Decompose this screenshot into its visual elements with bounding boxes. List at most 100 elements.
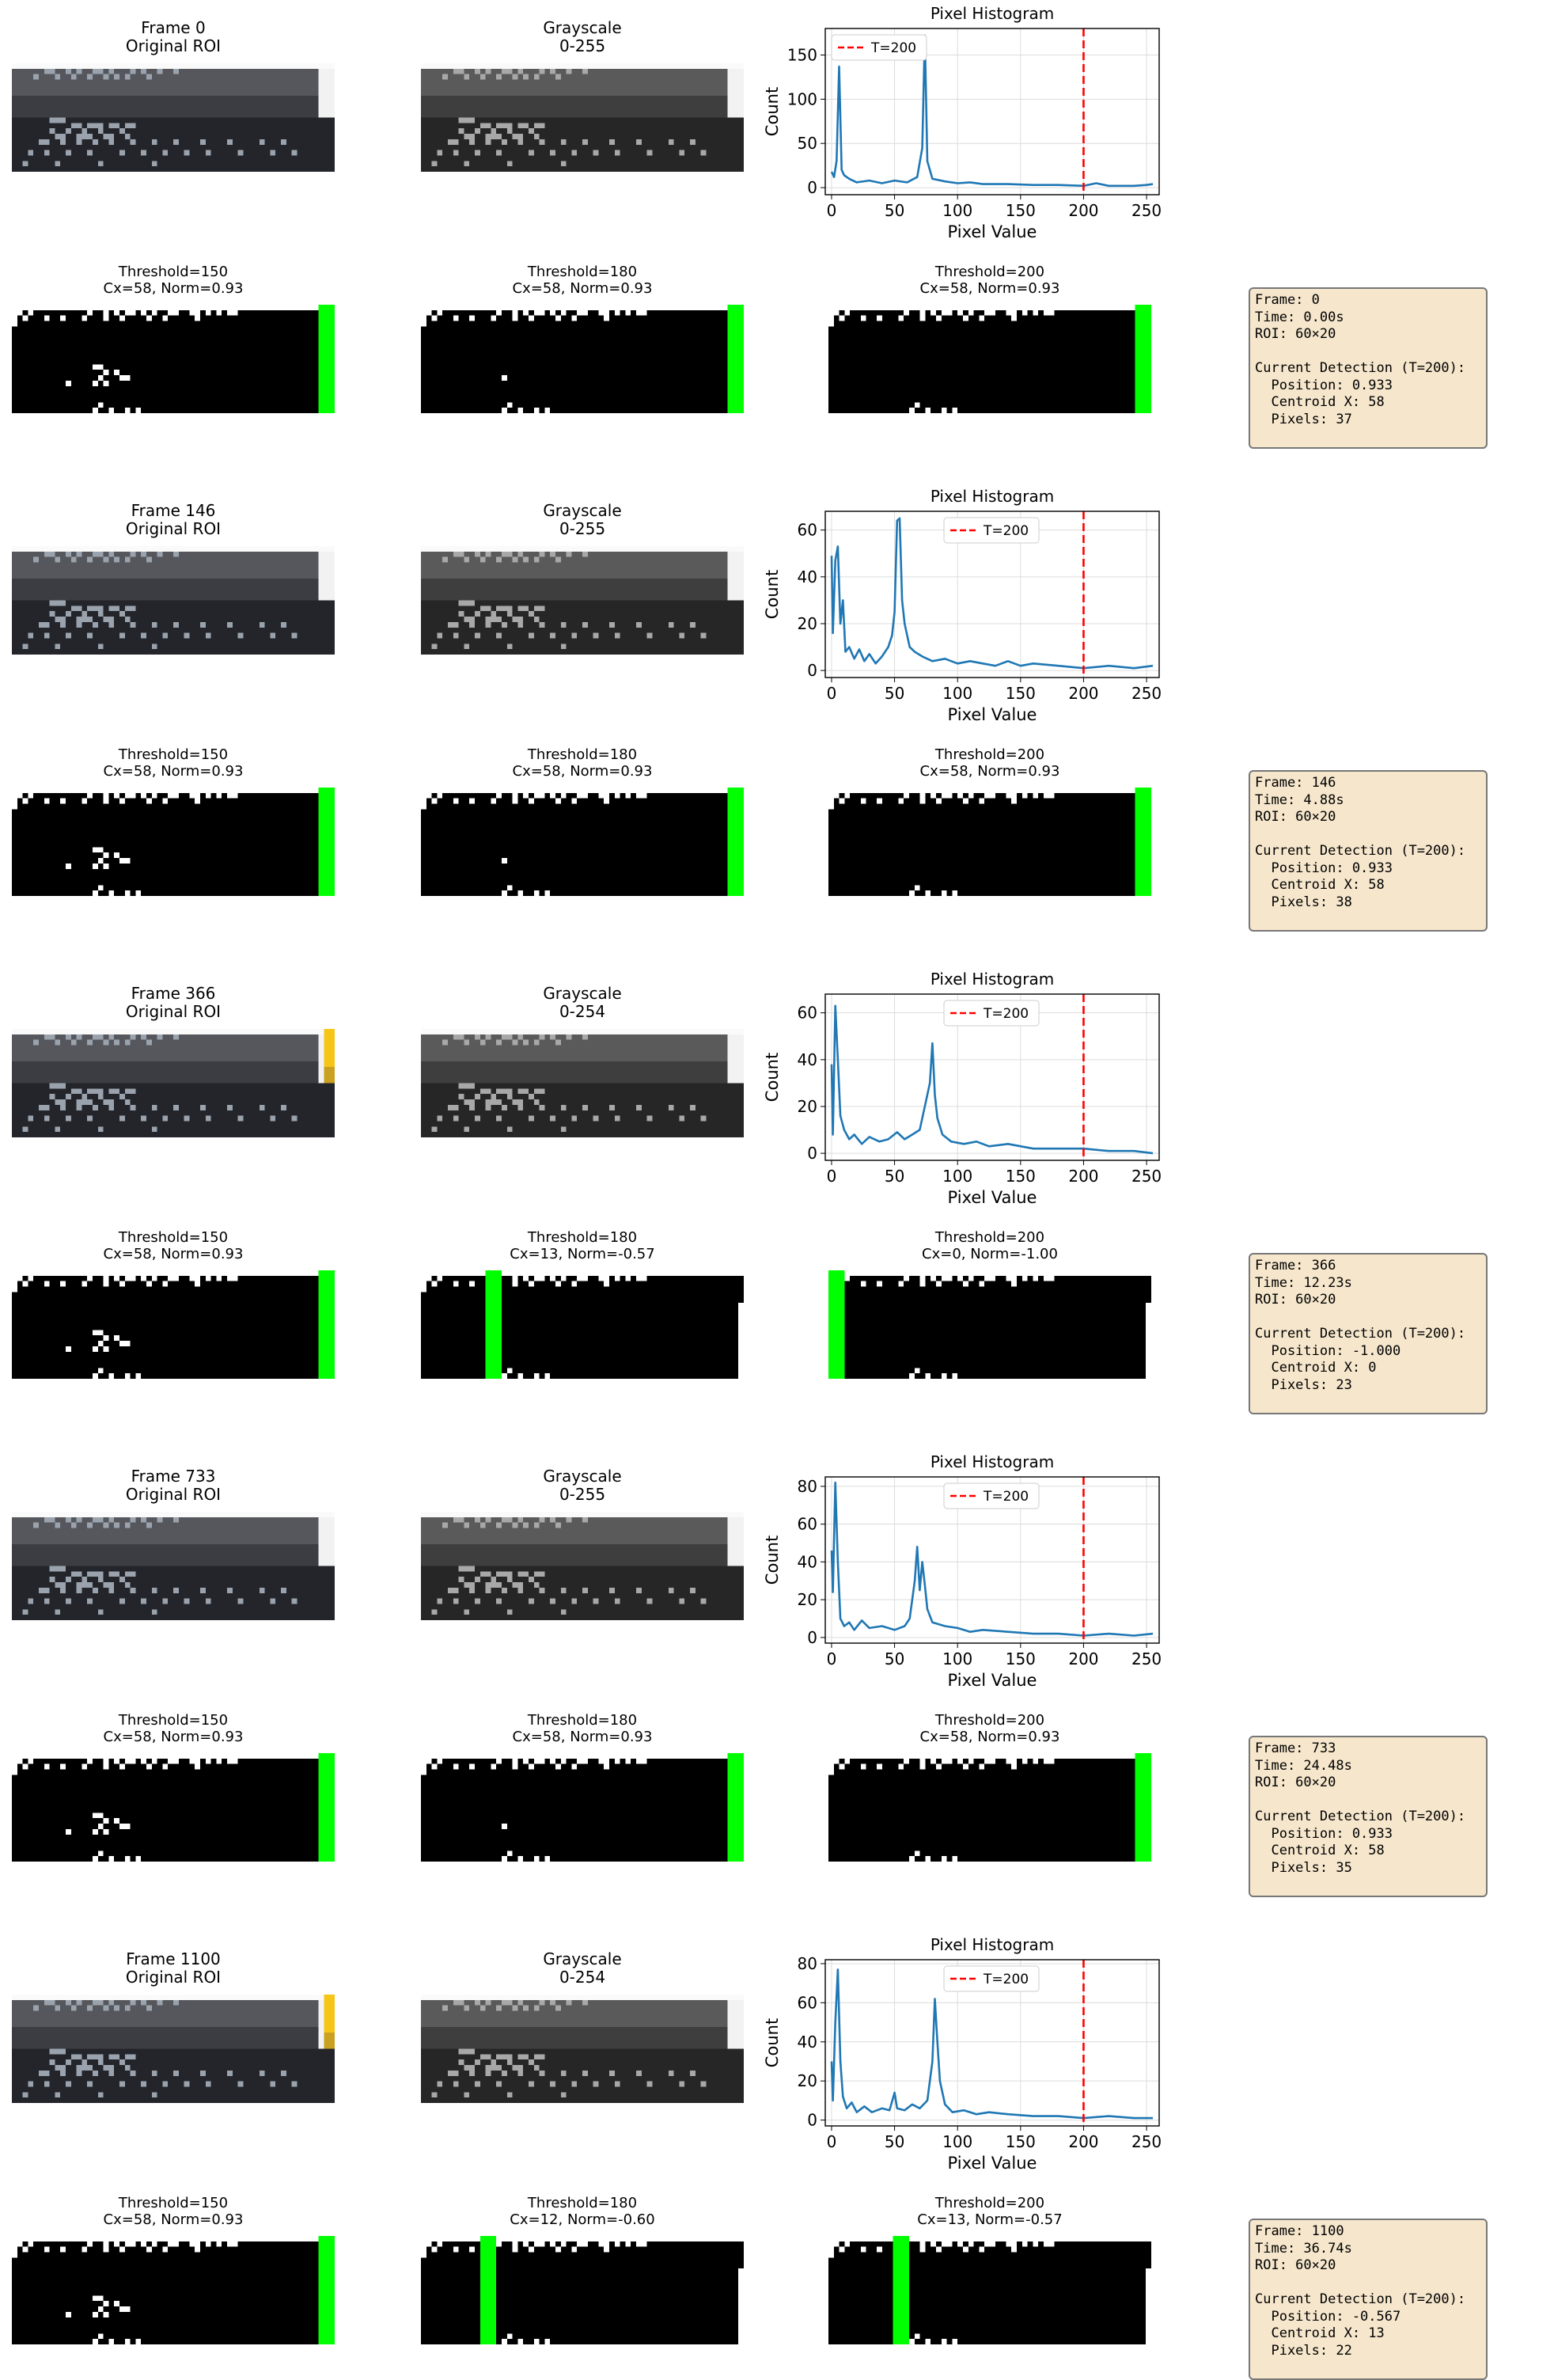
y-tick-label: 50 xyxy=(798,134,817,153)
x-tick-label: 50 xyxy=(885,1649,904,1668)
y-axis-label: Count xyxy=(763,2018,782,2067)
x-tick-label: 50 xyxy=(885,2132,904,2151)
x-tick-label: 150 xyxy=(1006,684,1036,703)
y-tick-label: 40 xyxy=(798,1050,817,1069)
histogram-line xyxy=(830,517,1154,670)
roi-title: Frame 0 Original ROI xyxy=(125,18,222,55)
threshold-binary-image xyxy=(12,2236,335,2344)
x-tick-label: 50 xyxy=(885,1167,904,1186)
y-tick-label: 20 xyxy=(798,1590,817,1609)
threshold-title: Threshold=150 Cx=58, Norm=0.93 xyxy=(103,1712,244,1745)
detection-stripe xyxy=(479,2236,497,2344)
x-tick-label: 0 xyxy=(827,2132,837,2151)
threshold-binary-image xyxy=(12,788,335,896)
x-tick-label: 0 xyxy=(827,1167,837,1186)
x-tick-label: 250 xyxy=(1131,2132,1162,2151)
histogram-title: Pixel Histogram xyxy=(931,4,1054,23)
threshold-binary-image xyxy=(421,2236,744,2344)
y-tick-label: 80 xyxy=(798,1477,817,1496)
threshold-binary-image xyxy=(421,788,744,896)
x-tick-label: 0 xyxy=(827,1649,837,1668)
histogram-chart: Pixel Histogram 0 50 100 150 200 250 0 20 40 60 T=2… xyxy=(763,487,1162,724)
threshold-title: Threshold=180 Cx=58, Norm=0.93 xyxy=(512,746,653,780)
x-tick-label: 200 xyxy=(1068,1167,1098,1186)
y-tick-label: 150 xyxy=(787,46,817,65)
histogram-line xyxy=(830,1968,1153,2120)
x-tick-label: 50 xyxy=(885,201,904,220)
detection-stripe xyxy=(318,1270,335,1379)
grayscale-title: Grayscale 0-255 xyxy=(543,501,622,538)
threshold-title: Threshold=180 Cx=58, Norm=0.93 xyxy=(512,1712,653,1745)
threshold-binary-image xyxy=(421,1753,744,1862)
threshold-binary-image xyxy=(828,788,1151,896)
grayscale-title: Grayscale 0-254 xyxy=(543,984,622,1021)
y-tick-label: 20 xyxy=(798,1097,817,1116)
histogram-chart: Pixel Histogram 0 50 100 150 200 250 0 20 40 60 80 T… xyxy=(763,1935,1162,2173)
histogram-chart: Pixel Histogram 0 50 100 150 200 250 0 20 40 60 T=2… xyxy=(763,970,1162,1207)
threshold-binary-image xyxy=(828,305,1151,413)
histogram-line xyxy=(830,34,1154,188)
x-tick-label: 200 xyxy=(1068,201,1098,220)
x-tick-label: 250 xyxy=(1131,1167,1162,1186)
y-tick-label: 60 xyxy=(798,1515,817,1534)
grayscale-image xyxy=(421,546,744,655)
histogram-chart: Pixel Histogram 0 50 100 150 200 250 0 20 40 60 80 T… xyxy=(763,1452,1162,1690)
original-roi-image xyxy=(12,1029,335,1137)
threshold-binary-image xyxy=(12,305,335,413)
y-tick-label: 0 xyxy=(807,1144,817,1163)
threshold-binary-image xyxy=(421,305,744,413)
threshold-title: Threshold=150 Cx=58, Norm=0.93 xyxy=(103,746,244,780)
detection-stripe xyxy=(1135,305,1151,413)
y-axis-label: Count xyxy=(763,1053,782,1102)
x-tick-label: 250 xyxy=(1131,684,1162,703)
y-tick-label: 40 xyxy=(798,2033,817,2052)
threshold-title: Threshold=200 Cx=0, Norm=-1.00 xyxy=(922,1229,1058,1262)
threshold-title: Threshold=150 Cx=58, Norm=0.93 xyxy=(103,264,244,297)
x-tick-label: 100 xyxy=(942,1167,972,1186)
threshold-title: Threshold=180 Cx=12, Norm=-0.60 xyxy=(510,2195,655,2228)
y-tick-label: 0 xyxy=(807,1628,817,1647)
threshold-title: Threshold=200 Cx=13, Norm=-0.57 xyxy=(917,2195,1063,2228)
y-tick-label: 0 xyxy=(807,2111,817,2130)
x-tick-label: 150 xyxy=(1006,2132,1036,2151)
detection-stripe xyxy=(318,1753,335,1862)
threshold-title: Threshold=150 Cx=58, Norm=0.93 xyxy=(103,2195,244,2228)
y-axis-label: Count xyxy=(763,87,782,136)
legend: T=200 xyxy=(943,1965,1040,1992)
threshold-binary-image xyxy=(828,1270,1151,1379)
grayscale-title: Grayscale 0-255 xyxy=(543,18,622,55)
y-tick-label: 0 xyxy=(807,178,817,197)
detection-stripe xyxy=(1135,1753,1151,1862)
threshold-title: Threshold=150 Cx=58, Norm=0.93 xyxy=(103,1229,244,1262)
x-tick-label: 0 xyxy=(827,201,837,220)
x-tick-label: 100 xyxy=(942,2132,972,2151)
histogram-chart: Pixel Histogram 0 50 100 150 200 250 0 50 100 150 T… xyxy=(763,4,1162,241)
x-tick-label: 100 xyxy=(942,1649,972,1668)
grayscale-title: Grayscale 0-255 xyxy=(543,1467,622,1504)
y-tick-label: 80 xyxy=(798,1954,817,1973)
y-tick-label: 20 xyxy=(798,614,817,633)
histogram-title: Pixel Histogram xyxy=(931,487,1054,506)
x-tick-label: 150 xyxy=(1006,201,1036,220)
y-tick-label: 100 xyxy=(787,89,817,108)
y-tick-label: 40 xyxy=(798,567,817,586)
threshold-binary-image xyxy=(421,1270,744,1379)
detection-stripe xyxy=(318,788,335,896)
grayscale-image xyxy=(421,63,744,172)
roi-title: Frame 1100 Original ROI xyxy=(125,1949,222,1987)
grayscale-image xyxy=(421,1995,744,2103)
detection-info-box: Frame: 0 Time: 0.00s ROI: 60×20 Current … xyxy=(1249,287,1488,449)
detection-info-box: Frame: 146 Time: 4.88s ROI: 60×20 Curren… xyxy=(1249,770,1488,932)
x-axis-label: Pixel Value xyxy=(948,222,1037,241)
detection-stripe xyxy=(727,305,744,413)
legend-label: T=200 xyxy=(983,1972,1029,1987)
x-tick-label: 150 xyxy=(1006,1649,1036,1668)
threshold-title: Threshold=200 Cx=58, Norm=0.93 xyxy=(919,746,1060,780)
threshold-title: Threshold=180 Cx=58, Norm=0.93 xyxy=(512,264,653,297)
y-tick-label: 0 xyxy=(807,661,817,680)
x-axis-label: Pixel Value xyxy=(948,2154,1037,2173)
x-axis-label: Pixel Value xyxy=(948,705,1037,724)
original-roi-image xyxy=(12,1995,335,2103)
x-tick-label: 50 xyxy=(885,684,904,703)
x-tick-label: 250 xyxy=(1131,201,1162,220)
